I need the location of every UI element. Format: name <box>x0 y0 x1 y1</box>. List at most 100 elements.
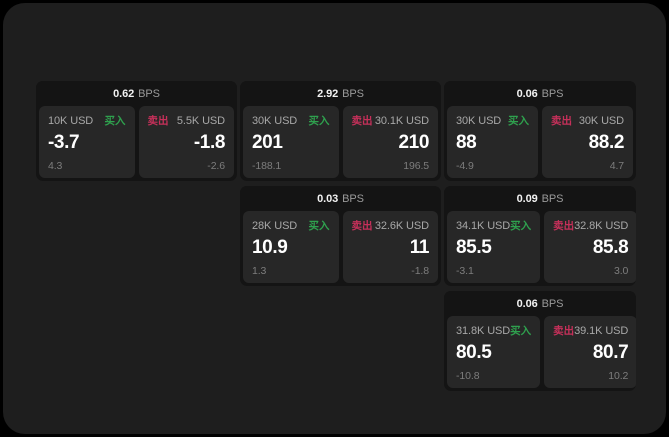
sell-delta: 10.2 <box>608 370 629 382</box>
buy-side[interactable]: 28K USD 买入 10.9 1.3 <box>243 211 339 283</box>
sell-price: -1.8 <box>193 132 226 153</box>
buy-action-label: 买入 <box>104 115 126 127</box>
bps-unit-label: BPS <box>342 192 364 205</box>
buy-size-label: 30K USD <box>456 115 502 127</box>
bps-unit-label: BPS <box>541 87 564 100</box>
buy-side-header: 10K USD 买入 <box>48 113 126 127</box>
sell-delta: 4.7 <box>609 160 624 172</box>
sell-price: 80.7 <box>592 342 629 363</box>
bps-value: 0.62 <box>113 87 135 100</box>
bps-value: 2.92 <box>317 87 339 100</box>
buy-delta: -10.8 <box>456 370 480 382</box>
spread-card-grid: 0.62 BPS 10K USD 买入 -3.7 4.3 卖出 5.5K USD <box>36 81 636 401</box>
buy-side[interactable]: 10K USD 买入 -3.7 4.3 <box>39 106 135 178</box>
sell-side[interactable]: 卖出 5.5K USD -1.8 -2.6 <box>138 106 234 178</box>
buy-action-label: 买入 <box>508 115 529 127</box>
card-body: 10K USD 买入 -3.7 4.3 卖出 5.5K USD -1.8 -2.… <box>36 106 237 181</box>
buy-size-label: 28K USD <box>252 220 298 232</box>
sell-action-label: 卖出 <box>351 115 373 127</box>
bps-unit-label: BPS <box>138 87 160 100</box>
bps-value: 0.06 <box>516 297 538 310</box>
spread-card[interactable]: 0.62 BPS 10K USD 买入 -3.7 4.3 卖出 5.5K USD <box>36 81 237 181</box>
sell-delta: -1.8 <box>411 265 429 277</box>
card-header: 0.03 BPS <box>240 186 441 211</box>
card-header: 2.92 BPS <box>240 81 441 106</box>
card-body: 31.8K USD 买入 80.5 -10.8 卖出 39.1K USD 80.… <box>444 316 636 391</box>
sell-side[interactable]: 卖出 30K USD 88.2 4.7 <box>542 106 633 178</box>
sell-size-label: 32.6K USD <box>374 220 429 232</box>
sell-size-label: 32.8K USD <box>574 220 629 232</box>
spread-card[interactable]: 0.06 BPS 31.8K USD 买入 80.5 -10.8 卖出 39.1… <box>444 291 636 391</box>
sell-action-label: 卖出 <box>553 325 575 337</box>
card-header: 0.06 BPS <box>444 291 636 316</box>
buy-side-header: 31.8K USD 买入 <box>456 323 531 337</box>
card-header: 0.62 BPS <box>36 81 237 106</box>
buy-action-label: 买入 <box>510 220 532 232</box>
buy-delta: -3.1 <box>456 265 474 277</box>
buy-price: 201 <box>252 132 283 153</box>
buy-side[interactable]: 30K USD 买入 201 -188.1 <box>243 106 339 178</box>
sell-side-header: 卖出 5.5K USD <box>148 113 226 127</box>
buy-price: 10.9 <box>252 237 288 258</box>
sell-side[interactable]: 卖出 32.6K USD 11 -1.8 <box>342 211 438 283</box>
buy-price: 88 <box>456 132 477 153</box>
buy-side[interactable]: 34.1K USD 买入 85.5 -3.1 <box>447 211 541 283</box>
buy-price: -3.7 <box>48 132 80 153</box>
app-panel: 0.62 BPS 10K USD 买入 -3.7 4.3 卖出 5.5K USD <box>3 3 666 434</box>
bps-value: 0.09 <box>516 192 538 205</box>
buy-side[interactable]: 31.8K USD 买入 80.5 -10.8 <box>447 316 541 388</box>
sell-action-label: 卖出 <box>553 220 575 232</box>
buy-side[interactable]: 30K USD 买入 88 -4.9 <box>447 106 538 178</box>
buy-side-header: 30K USD 买入 <box>456 113 529 127</box>
bps-unit-label: BPS <box>541 297 564 310</box>
sell-side-header: 卖出 39.1K USD <box>553 323 628 337</box>
buy-action-label: 买入 <box>308 115 330 127</box>
bps-value: 0.03 <box>317 192 339 205</box>
buy-side-header: 30K USD 买入 <box>252 113 330 127</box>
card-header: 0.06 BPS <box>444 81 636 106</box>
sell-side[interactable]: 卖出 32.8K USD 85.8 3.0 <box>544 211 636 283</box>
buy-size-label: 34.1K USD <box>456 220 511 232</box>
buy-size-label: 10K USD <box>48 115 94 127</box>
sell-price: 88.2 <box>588 132 625 153</box>
sell-side-header: 卖出 32.8K USD <box>553 218 628 232</box>
buy-size-label: 31.8K USD <box>456 325 511 337</box>
sell-delta: 3.0 <box>613 265 629 277</box>
buy-action-label: 买入 <box>510 325 532 337</box>
spread-card[interactable]: 2.92 BPS 30K USD 买入 201 -188.1 卖出 30.1K … <box>240 81 441 181</box>
sell-size-label: 30K USD <box>578 115 624 127</box>
buy-delta: 4.3 <box>48 160 63 172</box>
sell-action-label: 卖出 <box>147 115 169 127</box>
sell-delta: 196.5 <box>403 160 429 172</box>
bps-value: 0.06 <box>516 87 538 100</box>
buy-side-header: 28K USD 买入 <box>252 218 330 232</box>
buy-side-header: 34.1K USD 买入 <box>456 218 531 232</box>
card-body: 30K USD 买入 88 -4.9 卖出 30K USD 88.2 4.7 <box>444 106 636 181</box>
buy-delta: -4.9 <box>456 160 474 172</box>
buy-size-label: 30K USD <box>252 115 298 127</box>
sell-size-label: 39.1K USD <box>574 325 629 337</box>
card-body: 28K USD 买入 10.9 1.3 卖出 32.6K USD 11 -1.8 <box>240 211 441 286</box>
spread-card[interactable]: 0.06 BPS 30K USD 买入 88 -4.9 卖出 30K USD <box>444 81 636 181</box>
spread-card[interactable]: 0.03 BPS 28K USD 买入 10.9 1.3 卖出 32.6K US… <box>240 186 441 286</box>
sell-size-label: 5.5K USD <box>176 115 225 127</box>
sell-size-label: 30.1K USD <box>374 115 429 127</box>
sell-price: 85.8 <box>592 237 629 258</box>
sell-price: 210 <box>398 132 429 153</box>
sell-delta: -2.6 <box>207 160 225 172</box>
buy-price: 85.5 <box>456 237 492 258</box>
sell-side-header: 卖出 30.1K USD <box>352 113 430 127</box>
spread-card[interactable]: 0.09 BPS 34.1K USD 买入 85.5 -3.1 卖出 32.8K… <box>444 186 636 286</box>
buy-delta: -188.1 <box>252 160 282 172</box>
bps-unit-label: BPS <box>342 87 364 100</box>
buy-action-label: 买入 <box>308 220 330 232</box>
sell-side[interactable]: 卖出 30.1K USD 210 196.5 <box>342 106 438 178</box>
card-body: 30K USD 买入 201 -188.1 卖出 30.1K USD 210 1… <box>240 106 441 181</box>
card-body: 34.1K USD 买入 85.5 -3.1 卖出 32.8K USD 85.8… <box>444 211 636 286</box>
card-header: 0.09 BPS <box>444 186 636 211</box>
sell-side-header: 卖出 30K USD <box>551 113 624 127</box>
sell-side[interactable]: 卖出 39.1K USD 80.7 10.2 <box>544 316 636 388</box>
sell-action-label: 卖出 <box>551 115 572 127</box>
buy-price: 80.5 <box>456 342 492 363</box>
sell-action-label: 卖出 <box>351 220 373 232</box>
